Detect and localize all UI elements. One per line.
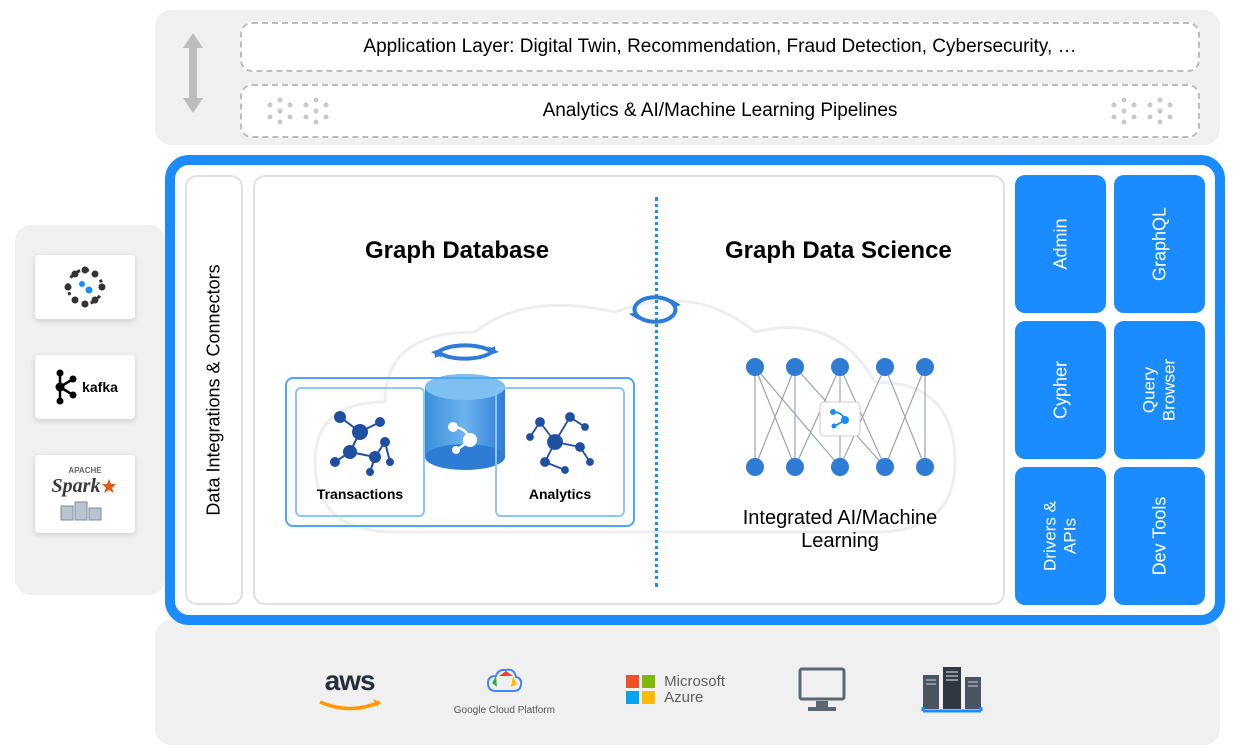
- graph-db-group: Transactions Analytics: [285, 377, 635, 527]
- analytics-graph-icon: [520, 402, 600, 482]
- gcp-icon: Google Cloud Platform: [454, 665, 555, 716]
- hex-icon: [298, 93, 334, 129]
- onprem-desktop-icon: [794, 665, 850, 715]
- application-layer-box: Application Layer: Digital Twin, Recomme…: [240, 22, 1200, 72]
- drivers-apis-label: Drivers &APIs: [1040, 501, 1081, 571]
- right-panel: Admin GraphQL Cypher QueryBrowser Driver…: [1015, 175, 1205, 605]
- vertical-divider: [655, 197, 658, 587]
- cypher-label: Cypher: [1050, 361, 1071, 419]
- admin-button: Admin: [1015, 175, 1106, 313]
- data-integrations-panel: Data Integrations & Connectors: [185, 175, 243, 605]
- pipelines-box: Analytics & AI/Machine Learning Pipeline…: [240, 84, 1200, 138]
- ml-label: Integrated AI/Machine Learning: [725, 507, 955, 553]
- cloud-provider-row: aws Google Cloud Platform Microsoft Azur…: [280, 655, 1020, 725]
- servers-icon: [919, 663, 985, 717]
- transactions-box: Transactions: [295, 387, 425, 517]
- spark-icon: APACHE Spark: [35, 455, 135, 533]
- dev-tools-label: Dev Tools: [1149, 497, 1170, 576]
- graphql-label: GraphQL: [1149, 207, 1170, 281]
- neo4j-gear-icon: [35, 255, 135, 319]
- transactions-graph-icon: [320, 402, 400, 482]
- hex-icon: [1142, 93, 1178, 129]
- bidirectional-arrow-icon: [178, 28, 208, 123]
- kafka-label: kafka: [82, 379, 118, 395]
- hex-icon: [1106, 93, 1142, 129]
- drivers-apis-button: Drivers &APIs: [1015, 467, 1106, 605]
- aws-icon: aws: [315, 665, 385, 715]
- main-frame: Data Integrations & Connectors Graph Dat…: [165, 155, 1225, 625]
- graph-database-title: Graph Database: [365, 237, 549, 265]
- spark-label: Spark: [52, 475, 101, 498]
- admin-label: Admin: [1050, 218, 1071, 269]
- hex-icon: [262, 93, 298, 129]
- query-browser-label: QueryBrowser: [1139, 359, 1180, 421]
- analytics-label: Analytics: [529, 486, 591, 502]
- neural-network-icon: [725, 347, 955, 487]
- query-browser-button: QueryBrowser: [1114, 321, 1205, 459]
- cypher-button: Cypher: [1015, 321, 1106, 459]
- sync-icon: [625, 287, 685, 337]
- dev-tools-button: Dev Tools: [1114, 467, 1205, 605]
- data-integrations-label: Data Integrations & Connectors: [204, 264, 225, 515]
- center-panel: Graph Database Graph Data Science: [253, 175, 1005, 605]
- graph-data-science-title: Graph Data Science: [725, 237, 952, 265]
- pipelines-label: Analytics & AI/Machine Learning Pipeline…: [334, 100, 1106, 122]
- kafka-icon: kafka: [35, 355, 135, 419]
- application-layer-label: Application Layer: Digital Twin, Recomme…: [363, 36, 1076, 58]
- analytics-box: Analytics: [495, 387, 625, 517]
- transactions-label: Transactions: [317, 486, 403, 502]
- graphql-button: GraphQL: [1114, 175, 1205, 313]
- azure-icon: Microsoft Azure: [624, 673, 725, 707]
